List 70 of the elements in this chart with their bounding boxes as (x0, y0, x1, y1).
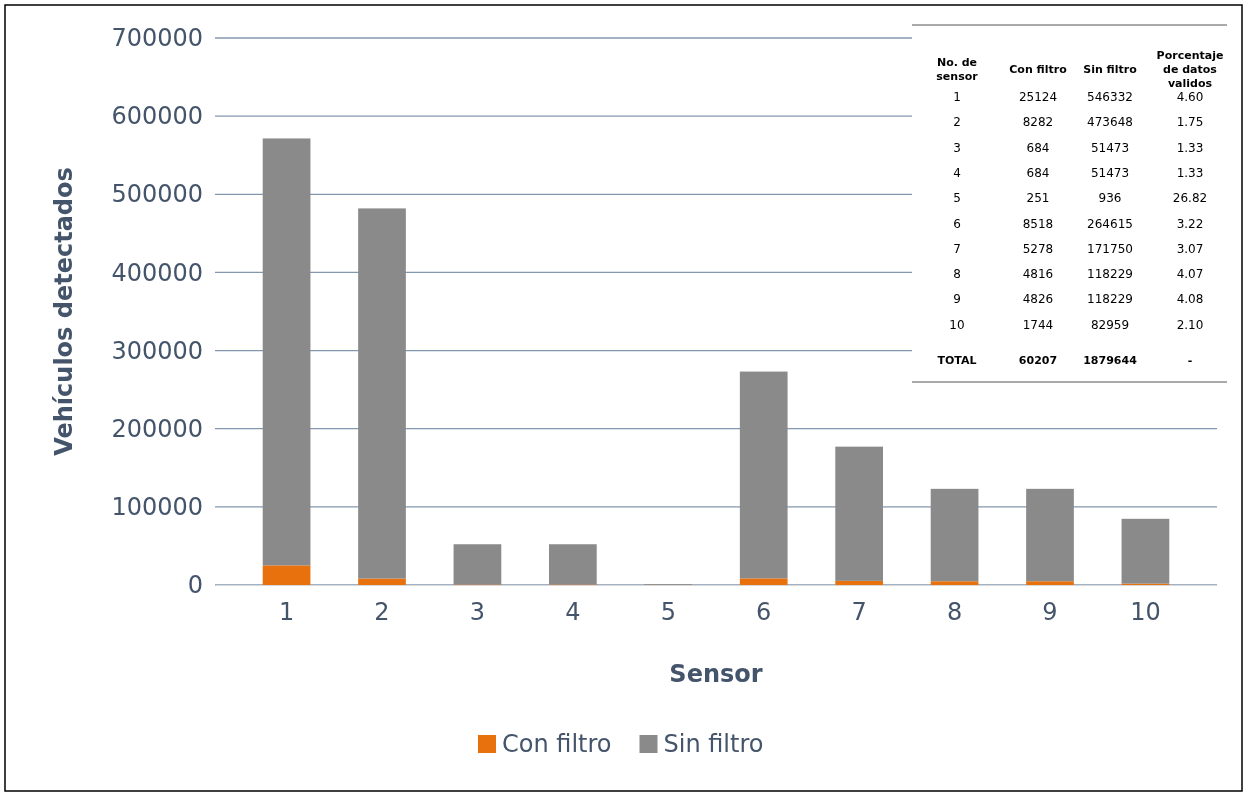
annotation: Con filtro (1009, 63, 1068, 76)
annotation: 4.07 (1176, 267, 1204, 282)
annotation: - (1187, 354, 1193, 367)
annotation: 936 (1098, 191, 1122, 206)
y-tick-label: 300000 (111, 336, 203, 365)
annotation: 26.82 (1172, 191, 1208, 206)
annotation: 4.08 (1176, 292, 1204, 307)
x-tick-label: 9 (1042, 598, 1058, 627)
annotation: 25124 (1018, 90, 1058, 104)
annotation: No. de sensor (936, 56, 979, 83)
annotation: 1744 (1022, 317, 1054, 332)
x-tick-label: 5 (660, 598, 676, 627)
x-tick-label: 10 (1130, 598, 1161, 627)
annotation: 2 (953, 115, 961, 130)
annotation: 3.07 (1176, 241, 1204, 256)
y-tick-label: 400000 (111, 258, 203, 287)
annotation: 1.33 (1176, 165, 1204, 180)
annotation: 1879644 (1083, 354, 1138, 367)
annotation: 251 (1026, 191, 1050, 206)
annotation: 6 (953, 216, 961, 231)
annotation: 1.33 (1176, 140, 1204, 155)
annotation: 2.10 (1176, 317, 1204, 332)
annotation: 1.75 (1176, 115, 1204, 130)
annotation: 8282 (1022, 115, 1054, 130)
y-tick-label: 700000 (111, 24, 203, 53)
annotation: 171750 (1087, 241, 1133, 256)
x-tick-label: 6 (756, 598, 772, 627)
x-tick-label: 1 (278, 598, 295, 627)
annotation: 10 (949, 317, 965, 332)
annotation: 4816 (1022, 267, 1054, 282)
x-tick-label: 7 (851, 598, 867, 627)
annotation: 9 (953, 292, 961, 307)
annotation: 684 (1026, 140, 1050, 155)
x-axis-title: Sensor (669, 660, 763, 688)
annotation: 118229 (1087, 292, 1133, 307)
y-tick-label: 0 (187, 571, 203, 600)
y-tick-label: 200000 (111, 414, 203, 443)
annotation: 51473 (1090, 165, 1130, 180)
annotation: 5278 (1022, 241, 1054, 256)
annotation: 8518 (1022, 216, 1054, 231)
x-tick-label: 3 (469, 598, 486, 627)
y-tick-label: 500000 (111, 180, 203, 209)
annotation: 684 (1026, 165, 1050, 180)
annotation: 8 (953, 267, 961, 282)
y-tick-label: 600000 (111, 102, 203, 131)
annotation: Porcentaje de datos validos (1156, 49, 1224, 90)
annotation: 3.22 (1176, 216, 1204, 231)
annotation: 4.60 (1176, 90, 1204, 104)
annotation: 7 (953, 241, 961, 256)
legend-label: Con filtro (502, 730, 612, 758)
annotation: 546332 (1087, 90, 1133, 104)
annotation: TOTAL (937, 354, 977, 367)
annotation: 4 (953, 165, 961, 180)
y-axis-title: Vehículos detectados (50, 167, 78, 456)
annotation: 82959 (1090, 317, 1130, 332)
annotation: 473648 (1087, 115, 1133, 130)
legend-label: Sin filtro (663, 730, 764, 758)
annotation: 118229 (1087, 267, 1133, 282)
y-tick-label: 100000 (111, 493, 203, 522)
annotation: 1 (953, 90, 961, 104)
x-tick-label: 8 (946, 598, 963, 627)
x-tick-label: 2 (374, 598, 390, 627)
annotation: 5 (953, 191, 961, 206)
x-tick-label: 4 (565, 598, 581, 627)
annotation: 60207 (1018, 354, 1058, 367)
annotation: 264615 (1087, 216, 1133, 231)
annotation: 4826 (1022, 292, 1054, 307)
annotation: 3 (953, 140, 961, 155)
annotation: 51473 (1090, 140, 1130, 155)
annotation: Sin filtro (1083, 63, 1138, 76)
